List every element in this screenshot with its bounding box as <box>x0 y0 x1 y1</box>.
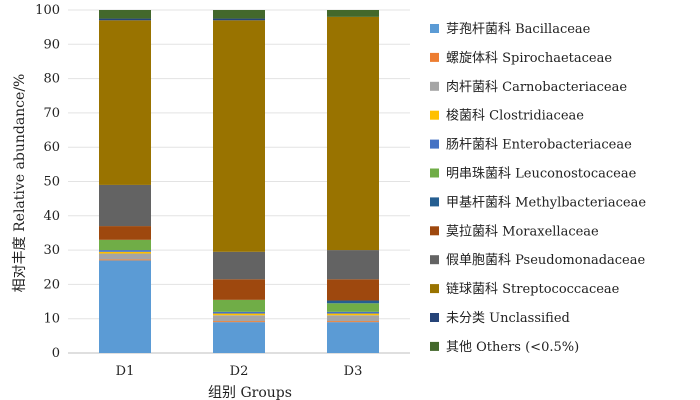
legend-swatch <box>430 341 439 351</box>
legend-label: 未分类 Unclassified <box>446 311 570 326</box>
y-tick-label: 20 <box>43 277 60 292</box>
y-tick-label: 50 <box>43 175 60 190</box>
bars <box>99 10 379 353</box>
legend-item: 明串珠菌科 Leuconostocaceae <box>430 167 637 182</box>
x-tick-label: D3 <box>344 364 363 379</box>
bar-segment <box>327 16 379 251</box>
bar-segment <box>99 239 151 251</box>
legend-swatch <box>430 24 439 33</box>
legend-item: 肠杆菌科 Enterobacteriaceae <box>430 138 632 153</box>
bar-segment <box>99 10 151 19</box>
bar-segment <box>213 18 265 21</box>
legend-swatch <box>430 168 439 178</box>
legend-label: 链球菌科 Streptococcaceae <box>446 282 620 297</box>
bar-segment <box>99 251 151 254</box>
bar-segment <box>213 251 265 280</box>
legend-swatch <box>430 255 439 265</box>
legend-label: 明串珠菌科 Leuconostocaceae <box>446 167 637 182</box>
y-tick-label: 0 <box>52 346 60 361</box>
legend: 芽孢杆菌科 Bacillaceae 螺旋体科 Spirochaetaceae 肉杆菌… <box>430 22 646 355</box>
legend-label: 甲基杆菌科 Methylbacteriaceae <box>446 195 646 210</box>
bar-segment <box>213 322 265 353</box>
bar-segment <box>327 313 379 316</box>
legend-item: 未分类 Unclassified <box>430 311 570 326</box>
bar-segment <box>213 321 265 323</box>
legend-item: 芽孢杆菌科 Bacillaceae <box>430 22 591 37</box>
legend-label: 肉杆菌科 Carnobacteriaceae <box>446 80 627 95</box>
bar-segment <box>213 315 265 322</box>
bar-segment <box>327 321 379 323</box>
x-tick-label: D2 <box>230 364 249 379</box>
legend-swatch <box>430 197 439 207</box>
legend-item: 肉杆菌科 Carnobacteriaceae <box>430 80 627 95</box>
legend-swatch <box>430 139 439 149</box>
bar-segment <box>327 300 379 304</box>
bar-segment <box>327 315 379 322</box>
bar-segment <box>99 259 151 261</box>
bar-stack-d3 <box>327 10 379 353</box>
legend-swatch <box>430 284 439 294</box>
bar-segment <box>213 313 265 316</box>
legend-label: 其他 Others (<0.5%) <box>446 340 579 355</box>
legend-item: 假单胞菌科 Pseudomonadaceae <box>430 253 645 268</box>
legend-swatch <box>430 52 439 62</box>
y-tick-label: 70 <box>43 106 60 121</box>
legend-item: 链球菌科 Streptococcaceae <box>430 282 620 297</box>
bar-segment <box>327 250 379 280</box>
bar-stack-d1 <box>99 10 151 353</box>
x-tick-label: D1 <box>116 364 135 379</box>
bar-segment <box>327 10 379 17</box>
y-tick-label: 80 <box>43 72 60 87</box>
legend-swatch <box>430 110 439 120</box>
legend-item: 其他 Others (<0.5%) <box>430 340 579 355</box>
bar-segment <box>99 253 151 260</box>
legend-swatch <box>430 313 439 322</box>
bar-segment <box>213 279 265 300</box>
y-tick-label: 30 <box>43 243 60 258</box>
legend-label: 假单胞菌科 Pseudomonadaceae <box>446 253 645 268</box>
legend-item: 梭菌科 Clostridiaceae <box>430 108 584 124</box>
bar-segment <box>327 303 379 312</box>
bar-segment <box>99 184 151 227</box>
legend-item: 莫拉菌科 Moraxellaceae <box>430 224 599 239</box>
x-tick-labels: D1 D2 D3 <box>116 364 363 379</box>
bar-segment <box>213 299 265 312</box>
legend-label: 梭菌科 Clostridiaceae <box>446 108 584 124</box>
bar-segment <box>213 10 265 19</box>
legend-item: 螺旋体科 Spirochaetaceae <box>430 51 612 66</box>
bar-segment <box>99 260 151 353</box>
bar-segment <box>99 226 151 240</box>
legend-label: 螺旋体科 Spirochaetaceae <box>446 51 612 66</box>
legend-label: 肠杆菌科 Enterobacteriaceae <box>446 138 632 153</box>
bar-segment <box>99 18 151 21</box>
y-tick-label: 40 <box>43 209 60 224</box>
bar-segment <box>99 20 151 185</box>
bar-stack-d2 <box>213 10 265 353</box>
y-tick-label: 60 <box>43 140 60 155</box>
y-tick-labels: 0 10 20 30 40 50 60 70 80 90 100 <box>35 3 60 361</box>
bar-segment <box>327 322 379 353</box>
bar-segment <box>213 20 265 252</box>
legend-label: 莫拉菌科 Moraxellaceae <box>446 224 599 239</box>
y-tick-label: 90 <box>43 37 60 52</box>
y-axis-title: 相对丰度 Relative abundance/% <box>12 74 28 293</box>
y-tick-label: 100 <box>35 3 60 18</box>
x-axis-title: 组别 Groups <box>208 385 292 400</box>
bar-segment <box>327 311 379 314</box>
bar-segment <box>99 250 151 252</box>
bar-segment <box>213 311 265 314</box>
legend-label: 芽孢杆菌科 Bacillaceae <box>446 22 591 37</box>
legend-swatch <box>430 81 439 91</box>
bar-segment <box>327 279 379 301</box>
legend-swatch <box>430 226 439 236</box>
y-tick-label: 10 <box>43 312 60 327</box>
legend-item: 甲基杆菌科 Methylbacteriaceae <box>430 195 646 210</box>
